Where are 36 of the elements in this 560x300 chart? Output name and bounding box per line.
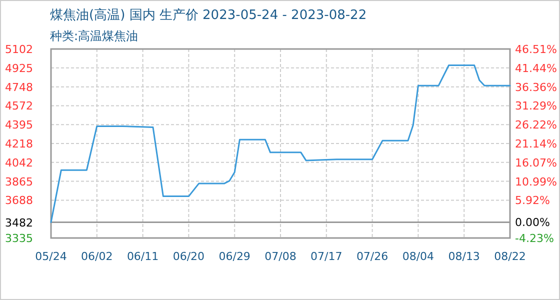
y2-tick-label: 36.36%	[515, 80, 557, 94]
x-tick-label: 05/24	[35, 250, 67, 263]
x-tick-label: 06/20	[172, 250, 205, 263]
x-tick-label: 08/04	[402, 250, 434, 263]
y-tick-label: 3482	[5, 216, 33, 230]
chart-title: 煤焦油(高温) 国内 生产价 2023-05-24 - 2023-08-22	[50, 7, 367, 23]
y2-tick-label: 21.14%	[515, 138, 557, 150]
chart-subtitle: 种类:高温煤焦油	[50, 29, 138, 43]
y-tick-label: 3865	[5, 175, 33, 188]
y2-tick-label: -4.23%	[515, 232, 554, 245]
y-tick-label: 3688	[5, 194, 33, 208]
y-tick-label: 4042	[5, 156, 33, 170]
y-tick-label: 4572	[5, 100, 33, 113]
y2-tick-label: 5.92%	[515, 194, 550, 208]
y-tick-label: 3335	[5, 232, 33, 245]
y2-tick-label: 10.99%	[515, 175, 557, 188]
y2-tick-label: 16.07%	[515, 156, 557, 170]
x-tick-label: 06/29	[218, 250, 250, 263]
x-tick-label: 07/26	[356, 250, 388, 263]
y-tick-label: 5102	[5, 43, 33, 56]
x-tick-label: 07/17	[310, 250, 342, 263]
y-tick-label: 4218	[5, 138, 33, 151]
x-tick-label: 06/02	[81, 250, 113, 263]
x-tick-label: 06/11	[126, 250, 159, 263]
y-tick-label: 4748	[5, 80, 33, 94]
line-series	[50, 64, 511, 224]
x-tick-label: 08/22	[494, 250, 526, 263]
y2-tick-label: 46.51%	[515, 43, 557, 56]
y2-tick-label: 26.22%	[515, 118, 557, 132]
x-tick-label: 08/13	[448, 250, 480, 263]
x-tick-label: 07/08	[264, 250, 296, 263]
y-tick-label: 4395	[5, 118, 33, 132]
y2-tick-label: 31.29%	[515, 100, 557, 113]
y-tick-label: 4925	[5, 62, 33, 75]
y2-tick-label: 41.44%	[515, 62, 557, 75]
y2-tick-label: 0.00%	[515, 216, 550, 230]
